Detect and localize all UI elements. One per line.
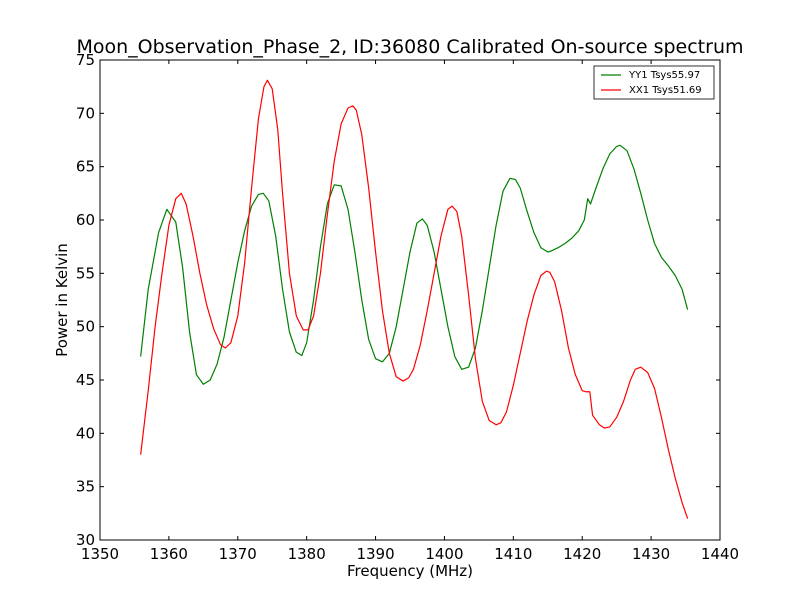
series-line-0 bbox=[140, 144, 689, 385]
y-tick-label: 30 bbox=[76, 531, 95, 549]
y-tick-label: 70 bbox=[76, 104, 95, 122]
legend-label-yy1: YY1 Tsys55.97 bbox=[628, 70, 700, 81]
x-tick-label: 1440 bbox=[701, 545, 739, 563]
series-line-1 bbox=[140, 79, 689, 519]
x-tick-label: 1390 bbox=[356, 545, 394, 563]
x-tick-label: 1430 bbox=[632, 545, 670, 563]
legend-label-xx1: XX1 Tsys51.69 bbox=[629, 85, 702, 96]
x-tick-label: 1400 bbox=[425, 545, 463, 563]
y-tick-label: 65 bbox=[76, 158, 95, 176]
y-tick-label: 50 bbox=[76, 318, 95, 336]
legend-box bbox=[593, 65, 715, 100]
y-tick-label: 40 bbox=[76, 424, 95, 442]
ticks-layer: 1350 1360 1370 1380 1390 1400 1410 1420 1430 1440… bbox=[76, 51, 739, 563]
plot-area bbox=[99, 59, 721, 541]
x-tick-label: 1360 bbox=[150, 545, 188, 563]
x-axis-label: Frequency (MHz) bbox=[347, 562, 473, 580]
x-tick-label: 1410 bbox=[494, 545, 532, 563]
x-tick-label: 1370 bbox=[219, 545, 257, 563]
x-tick-label: 1420 bbox=[563, 545, 601, 563]
y-tick-label: 35 bbox=[76, 478, 95, 496]
x-tick-label: 1380 bbox=[288, 545, 326, 563]
x-tick-label: 1350 bbox=[81, 545, 119, 563]
legend: YY1 Tsys55.97 XX1 Tsys51.69 bbox=[593, 65, 715, 100]
y-tick-label: 60 bbox=[76, 211, 95, 229]
y-axis-label: Power in Kelvin bbox=[53, 243, 71, 357]
y-tick-label: 45 bbox=[76, 371, 95, 389]
y-tick-label: 75 bbox=[76, 51, 95, 69]
series-layer bbox=[140, 79, 689, 519]
chart-title: Moon_Observation_Phase_2, ID:36080 Calib… bbox=[76, 36, 743, 58]
y-tick-label: 55 bbox=[76, 264, 95, 282]
